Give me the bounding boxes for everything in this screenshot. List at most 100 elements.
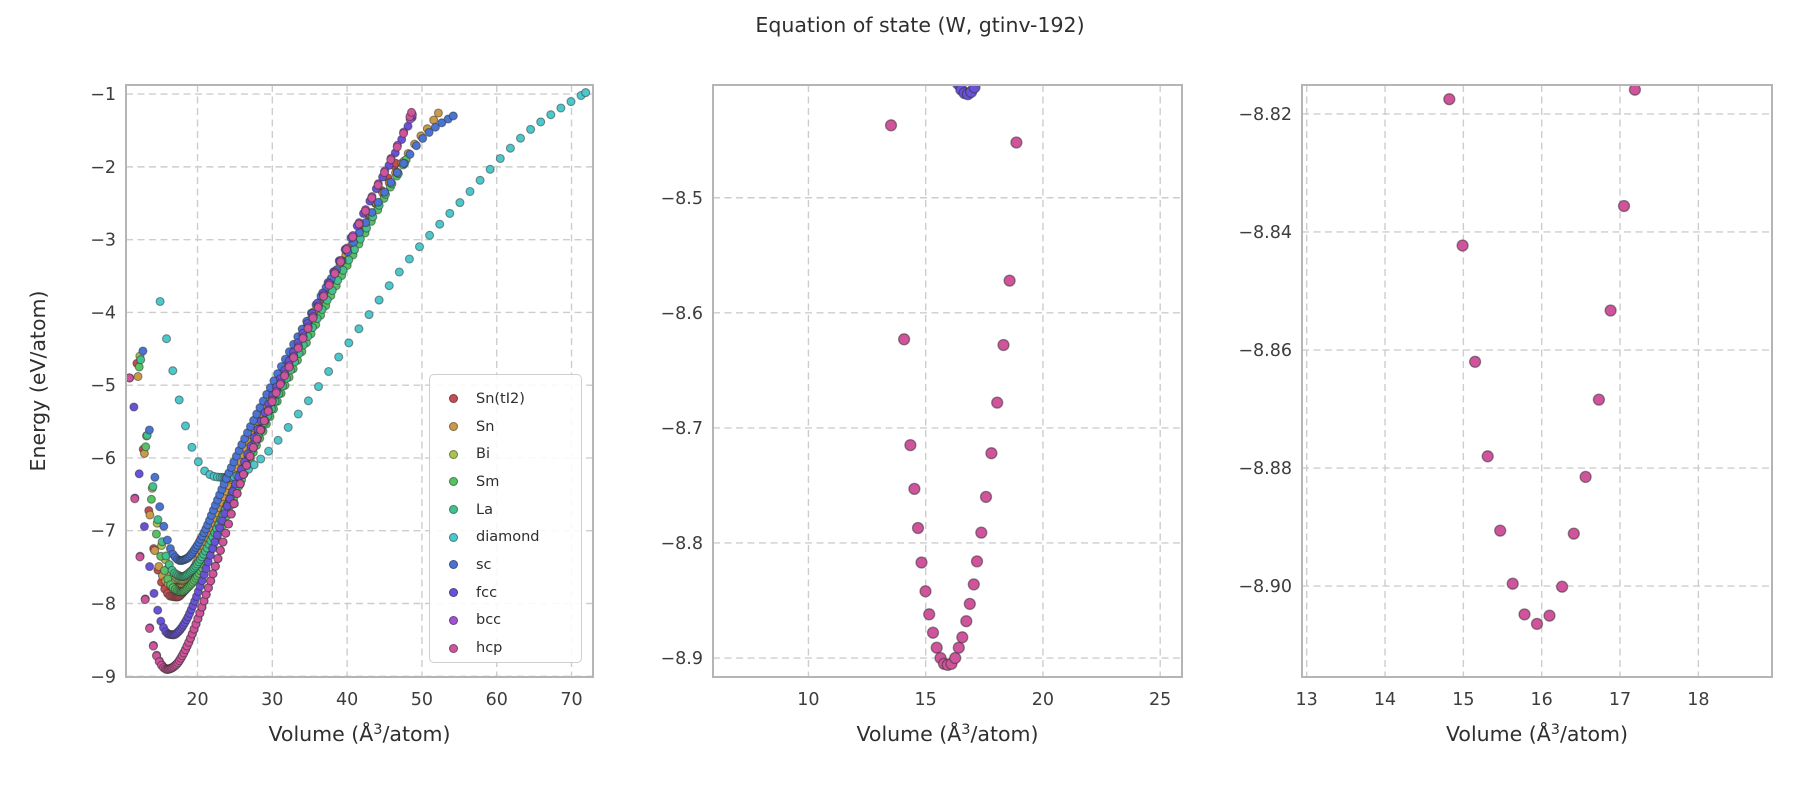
data-point-diamond bbox=[293, 409, 303, 419]
data-point-hcp bbox=[130, 494, 140, 504]
data-point-sc bbox=[155, 502, 165, 512]
data-point-hcp bbox=[208, 569, 218, 579]
y-tick-label: −8 bbox=[90, 595, 116, 615]
data-point-hcp bbox=[960, 615, 973, 628]
data-point-diamond bbox=[526, 124, 536, 134]
data-point-hcp bbox=[148, 641, 158, 651]
data-point-sc bbox=[159, 521, 169, 531]
data-point-hcp bbox=[303, 323, 313, 333]
data-point-diamond bbox=[485, 164, 495, 174]
data-point-sc bbox=[424, 127, 434, 137]
x-tick-label: 16 bbox=[1531, 690, 1553, 710]
y-tick-label: −8.84 bbox=[1238, 223, 1292, 243]
data-point-hcp bbox=[926, 626, 940, 639]
data-point-hcp bbox=[956, 631, 969, 644]
data-point-hcp bbox=[923, 608, 936, 621]
data-point-diamond bbox=[174, 395, 184, 405]
data-point-hcp bbox=[915, 556, 928, 569]
x-tick-label: 13 bbox=[1296, 690, 1318, 710]
x-tick-label: 20 bbox=[186, 690, 208, 710]
legend-item: sc bbox=[449, 551, 581, 579]
data-point-hcp bbox=[232, 488, 242, 499]
data-point-hcp bbox=[952, 641, 965, 654]
legend-item: fcc bbox=[449, 579, 581, 607]
data-point-hcp bbox=[985, 447, 998, 460]
data-point-Sn bbox=[150, 546, 160, 556]
axes-border bbox=[125, 84, 594, 678]
data-point-hcp bbox=[319, 291, 329, 301]
data-point-hcp bbox=[406, 107, 417, 117]
legend-box: Sn(tI2) Sn Bi Sm La diamond sc fcc bcc hcp bbox=[429, 374, 582, 663]
data-point-hcp bbox=[308, 313, 318, 323]
data-point-diamond bbox=[566, 97, 576, 107]
data-point-hcp bbox=[218, 537, 228, 547]
data-point-hcp bbox=[298, 333, 308, 343]
data-point-hcp bbox=[398, 128, 409, 138]
x-tick-label: 20 bbox=[1032, 690, 1054, 710]
subplot-zoom-mid: 10 15 20 25 −8.5 −8.6 −8.7 −8.8 −8.9 Volume (Å3/a… bbox=[661, 84, 1183, 746]
legend-item-label: fcc bbox=[476, 584, 498, 601]
data-point-Sm bbox=[151, 529, 161, 539]
y-tick-label: −8.6 bbox=[661, 304, 704, 324]
plot-background bbox=[1302, 85, 1772, 677]
legend-item-label: bcc bbox=[476, 612, 502, 629]
data-point-diamond bbox=[556, 103, 566, 113]
data-point-diamond bbox=[435, 219, 445, 229]
data-point-diamond bbox=[256, 454, 266, 464]
legend-item-label: Sn(tI2) bbox=[476, 390, 525, 407]
data-point-sc bbox=[386, 177, 396, 187]
data-point-hcp bbox=[144, 623, 155, 634]
data-point-sc bbox=[448, 111, 458, 121]
data-point-hcp bbox=[930, 641, 943, 654]
data-point-hcp bbox=[392, 142, 402, 152]
data-point-hcp bbox=[1494, 524, 1507, 537]
data-points-layer bbox=[884, 85, 1023, 672]
data-point-diamond bbox=[445, 208, 455, 218]
y-tick-label: −2 bbox=[90, 158, 116, 178]
data-point-hcp bbox=[970, 555, 984, 568]
data-point-hcp bbox=[213, 554, 223, 564]
data-point-hcp bbox=[1468, 355, 1482, 368]
data-point-hcp bbox=[1530, 617, 1544, 631]
data-point-hcp bbox=[313, 302, 323, 312]
data-point-hcp bbox=[1010, 136, 1023, 149]
y-tick-label: −8.88 bbox=[1238, 459, 1292, 479]
y-tick-label: −3 bbox=[90, 231, 116, 251]
data-point-hcp bbox=[235, 479, 245, 489]
legend-item-label: La bbox=[476, 501, 493, 518]
data-point-hcp bbox=[1443, 93, 1456, 106]
data-point-diamond bbox=[425, 230, 435, 240]
x-tick-label: 25 bbox=[1149, 690, 1171, 710]
data-point-hcp bbox=[1481, 450, 1494, 463]
y-tick-label: −8.8 bbox=[661, 534, 704, 554]
data-point-hcp bbox=[275, 379, 285, 389]
data-point-diamond bbox=[374, 295, 384, 305]
x-axis-label: Volume (Å3/atom) bbox=[268, 720, 450, 746]
data-point-sc bbox=[430, 122, 440, 132]
data-point-hcp bbox=[386, 155, 396, 165]
data-point-hcp bbox=[263, 406, 273, 416]
legend-item-label: diamond bbox=[476, 529, 540, 546]
legend-item: La bbox=[449, 496, 581, 524]
data-point-hcp bbox=[336, 257, 346, 267]
data-point-diamond bbox=[180, 421, 191, 431]
data-point-hcp bbox=[1543, 609, 1556, 622]
legend-marker-icon bbox=[449, 588, 458, 598]
data-point-diamond bbox=[505, 143, 515, 153]
data-point-diamond bbox=[168, 366, 178, 376]
data-point-fcc bbox=[153, 605, 163, 615]
data-point-hcp bbox=[215, 545, 225, 555]
data-point-hcp bbox=[293, 343, 303, 353]
data-point-hcp bbox=[354, 219, 364, 229]
data-point-diamond bbox=[334, 352, 344, 362]
data-point-diamond bbox=[354, 324, 364, 334]
data-point-La bbox=[136, 355, 146, 365]
data-point-hcp bbox=[210, 561, 220, 571]
data-point-diamond bbox=[394, 267, 404, 277]
data-point-diamond bbox=[495, 153, 505, 164]
data-point-hcp bbox=[884, 119, 898, 132]
data-point-diamond bbox=[455, 198, 465, 208]
y-tick-label: −1 bbox=[90, 85, 116, 105]
data-point-Sm bbox=[134, 362, 144, 372]
data-point-sc bbox=[138, 346, 148, 356]
